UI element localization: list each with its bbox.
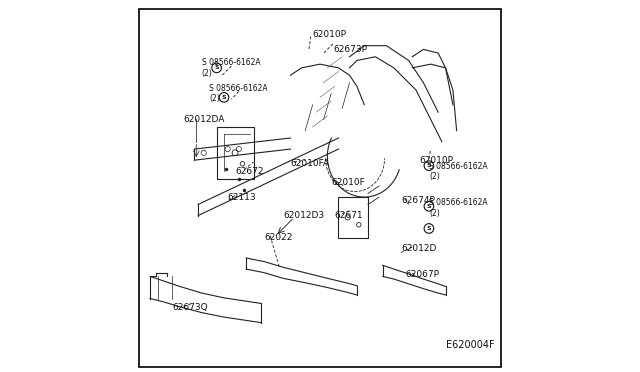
Text: 62012D: 62012D xyxy=(401,244,436,253)
Text: 62022: 62022 xyxy=(264,233,293,242)
Text: S 08566-6162A
(2): S 08566-6162A (2) xyxy=(202,58,260,77)
Text: S 08566-6162A
(2): S 08566-6162A (2) xyxy=(429,198,488,218)
Text: 62067P: 62067P xyxy=(405,270,439,279)
Text: S: S xyxy=(214,65,219,70)
Text: 62012DA: 62012DA xyxy=(184,115,225,124)
Text: 62672: 62672 xyxy=(235,167,264,176)
Text: S: S xyxy=(427,204,431,209)
Text: S: S xyxy=(221,95,227,100)
Text: 62010FA: 62010FA xyxy=(291,159,330,169)
Text: 62010F: 62010F xyxy=(331,178,365,187)
Bar xyxy=(339,197,368,238)
Text: 62012D3: 62012D3 xyxy=(283,211,324,220)
Text: 62671: 62671 xyxy=(335,211,364,220)
Text: 62673Q: 62673Q xyxy=(172,303,208,312)
Text: S 08566-6162A
(2): S 08566-6162A (2) xyxy=(209,84,268,103)
Bar xyxy=(216,127,253,179)
Text: 62010P: 62010P xyxy=(420,155,454,165)
Text: E620004F: E620004F xyxy=(445,340,494,350)
Text: S 08566-6162A
(2): S 08566-6162A (2) xyxy=(429,161,488,181)
Text: S: S xyxy=(427,163,431,168)
Text: 62010P: 62010P xyxy=(312,30,347,39)
Text: 62673P: 62673P xyxy=(333,45,367,54)
Text: S: S xyxy=(427,226,431,231)
Text: 62674P: 62674P xyxy=(401,196,435,205)
Text: 62113: 62113 xyxy=(228,193,256,202)
